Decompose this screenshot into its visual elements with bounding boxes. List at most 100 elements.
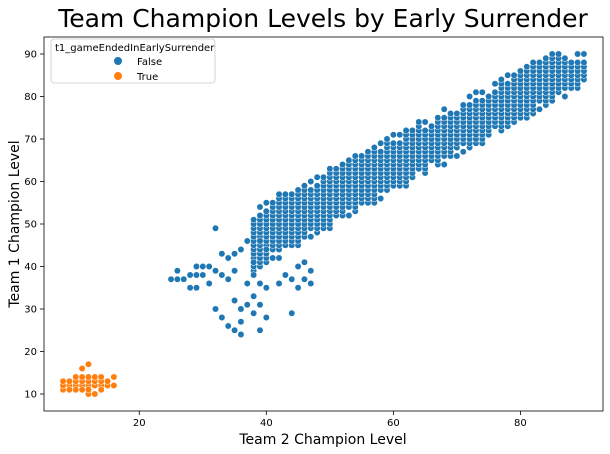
data-points — [59, 50, 588, 398]
point-false — [250, 309, 258, 317]
point-true — [97, 386, 105, 394]
point-false — [504, 80, 512, 88]
point-false — [339, 161, 347, 168]
point-false — [218, 271, 226, 279]
y-tick-label: 20 — [24, 347, 37, 358]
point-false — [523, 63, 531, 71]
point-false — [275, 280, 283, 287]
point-false — [529, 59, 537, 66]
point-false — [281, 271, 289, 279]
point-true — [72, 386, 80, 394]
point-false — [320, 173, 327, 181]
point-false — [383, 135, 391, 143]
point-true — [78, 386, 86, 394]
point-false — [262, 199, 270, 207]
y-tick-label: 40 — [24, 262, 37, 273]
point-false — [491, 88, 499, 96]
point-false — [536, 59, 543, 66]
point-false — [332, 165, 340, 173]
point-false — [307, 186, 315, 194]
point-false — [250, 216, 258, 224]
x-axis-label: Team 2 Champion Level — [238, 432, 406, 448]
point-false — [351, 152, 359, 160]
point-false — [212, 224, 219, 232]
point-false — [256, 280, 264, 287]
point-false — [256, 203, 264, 211]
point-false — [256, 326, 264, 334]
point-false — [440, 161, 448, 168]
point-false — [415, 118, 423, 126]
point-false — [224, 322, 232, 330]
point-false — [561, 54, 569, 62]
legend-marker-false — [114, 57, 122, 65]
point-false — [485, 93, 493, 100]
y-tick-label: 70 — [24, 135, 37, 146]
point-false — [250, 271, 258, 279]
point-false — [459, 148, 467, 156]
point-false — [173, 267, 181, 275]
point-false — [243, 301, 251, 309]
point-false — [256, 237, 264, 245]
x-axis: 20 40 60 80 — [133, 411, 527, 429]
point-false — [281, 190, 289, 198]
point-false — [167, 275, 175, 283]
point-false — [307, 267, 315, 275]
point-false — [453, 110, 461, 117]
point-false — [389, 139, 397, 147]
point-true — [104, 377, 111, 385]
point-false — [313, 173, 321, 181]
point-true — [97, 373, 105, 381]
point-false — [402, 127, 410, 134]
point-false — [250, 292, 258, 300]
point-false — [478, 97, 486, 105]
point-false — [275, 190, 283, 198]
point-false — [212, 267, 219, 275]
point-true — [85, 373, 92, 381]
point-false — [434, 114, 442, 122]
point-false — [472, 88, 480, 96]
point-false — [237, 331, 245, 338]
point-false — [193, 263, 200, 270]
point-false — [294, 186, 302, 194]
y-tick-label: 30 — [24, 305, 37, 316]
point-false — [421, 127, 429, 134]
legend: t1_gameEndedInEarlySurrender False True — [50, 38, 216, 84]
y-axis: 10 20 30 40 50 60 70 80 90 — [24, 50, 44, 401]
point-false — [231, 250, 239, 258]
point-false — [300, 182, 308, 190]
point-false — [440, 114, 448, 122]
point-false — [269, 199, 277, 207]
point-false — [580, 50, 588, 58]
point-false — [377, 195, 385, 202]
point-false — [231, 326, 239, 334]
point-false — [205, 263, 213, 270]
point-false — [478, 88, 486, 96]
point-false — [561, 93, 569, 100]
point-false — [389, 131, 397, 139]
point-false — [231, 267, 239, 275]
point-false — [224, 254, 232, 262]
point-false — [256, 301, 264, 309]
point-false — [491, 80, 499, 88]
point-false — [466, 93, 474, 100]
point-false — [396, 139, 404, 147]
point-false — [243, 237, 251, 245]
point-true — [110, 373, 118, 381]
point-false — [294, 263, 302, 270]
point-false — [300, 258, 308, 266]
point-true — [78, 373, 86, 381]
point-false — [262, 314, 270, 321]
point-false — [224, 275, 232, 283]
legend-title: t1_gameEndedInEarlySurrender — [55, 43, 215, 54]
point-false — [199, 271, 207, 279]
point-false — [288, 190, 296, 198]
point-false — [459, 101, 467, 109]
point-false — [466, 101, 474, 109]
point-false — [237, 246, 245, 253]
point-false — [345, 212, 353, 219]
point-false — [447, 110, 454, 117]
point-false — [307, 233, 315, 241]
point-false — [428, 122, 435, 130]
point-false — [567, 59, 575, 66]
legend-marker-true — [114, 72, 122, 80]
